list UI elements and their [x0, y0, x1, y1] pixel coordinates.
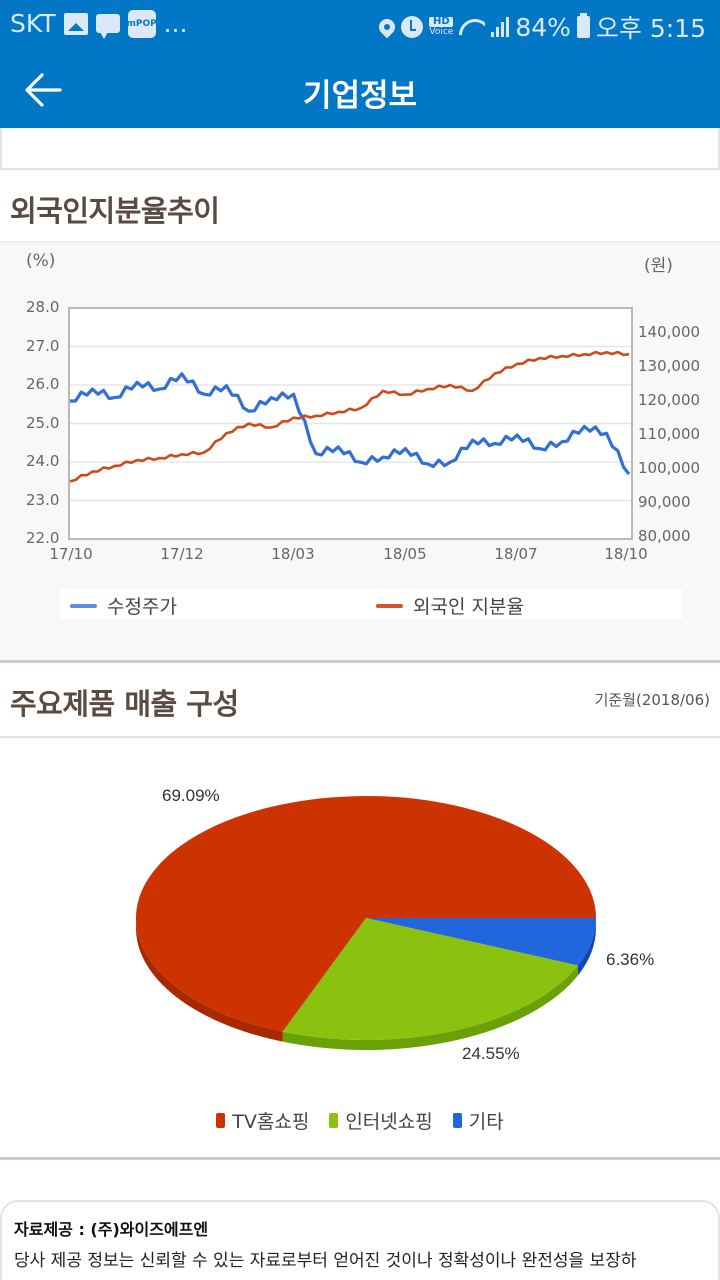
right-axis-unit: (원): [644, 256, 673, 276]
foreign-ownership-header: 외국인지분율추이: [0, 172, 720, 241]
x-axis-tick: 18/05: [383, 545, 427, 563]
right-axis-tick: 80,000: [638, 527, 691, 545]
legend-item-etc: 기타: [452, 1107, 504, 1134]
legend-item-tv-shopping: TV홈쇼핑: [216, 1107, 309, 1134]
pie-label-etc: 6.36%: [606, 950, 655, 969]
left-axis-tick: 23.0: [26, 490, 60, 509]
blank-content-strip: [0, 128, 720, 170]
legend-item-internet-shopping: 인터넷쇼핑: [329, 1107, 433, 1134]
legend-item-price: 수정주가: [70, 592, 177, 619]
image-icon: [63, 12, 88, 35]
location-icon: [376, 15, 399, 39]
clock: 오후 5:15: [595, 14, 706, 43]
right-axis-tick: 140,000: [638, 323, 701, 341]
right-axis-tick: 100,000: [638, 459, 701, 477]
line-plot: [68, 307, 633, 540]
signal-icon: [491, 17, 510, 37]
x-axis-tick: 17/10: [49, 545, 93, 563]
left-axis-tick: 26.0: [26, 375, 60, 393]
pie-plot: [135, 796, 597, 1050]
pie-label-tv: 69.09%: [162, 786, 220, 805]
message-icon: [95, 14, 120, 39]
back-button[interactable]: [22, 68, 66, 112]
carrier-label: SKT: [10, 9, 56, 38]
hd-voice-icon: HD Voice: [429, 16, 454, 37]
status-bar: SKT mPOP ... HD Voice 84% 오후 5:15: [0, 0, 720, 50]
x-axis-tick: 18/10: [604, 545, 648, 563]
sales-composition-header: 주요제품 매출 구성 기준월(2018/06): [0, 665, 720, 736]
battery-percent: 84%: [515, 12, 571, 42]
x-axis-tick: 18/07: [494, 545, 538, 563]
x-axis-tick: 18/03: [271, 545, 315, 563]
left-axis-tick: 24.0: [26, 452, 60, 470]
basis-month: 기준월(2018/06): [594, 691, 710, 709]
right-axis-tick: 120,000: [638, 391, 701, 409]
right-axis-tick: 130,000: [638, 357, 701, 375]
disclaimer-text: 당사 제공 정보는 신뢰할 수 있는 자료로부터 얻어진 것이나 정확성이나 완…: [14, 1251, 637, 1271]
sales-pie-chart: 69.09% 24.55% 6.36% TV홈쇼핑 인터넷쇼핑 기타: [0, 736, 720, 1160]
section-title: 외국인지분율추이: [10, 194, 220, 228]
right-axis-tick: 90,000: [638, 493, 691, 511]
alarm-icon: [401, 16, 424, 38]
legend-item-foreign-ratio: 외국인 지분율: [376, 592, 524, 619]
left-axis-tick: 22.0: [26, 529, 60, 547]
mpop-icon: mPOP: [126, 9, 157, 38]
left-axis-tick: 25.0: [26, 413, 60, 432]
price-swatch: [70, 603, 97, 608]
foreign-ownership-chart: (%) (원) 28.0 27.0 26.0 25.0 24.0 23.0 22.0 140…: [0, 241, 720, 663]
line-chart-legend: 수정주가 외국인 지분율: [60, 589, 682, 619]
x-axis-tick: 17/12: [160, 545, 204, 563]
arrow-left-icon: [25, 73, 62, 107]
internet-shopping-swatch: [329, 1113, 339, 1128]
app-bar: 기업정보: [0, 50, 720, 128]
foreign-ratio-swatch: [376, 603, 403, 608]
more-notifications: ...: [163, 9, 188, 38]
left-axis-tick: 28.0: [26, 298, 60, 316]
pie-label-internet: 24.55%: [462, 1044, 520, 1063]
pie-chart-legend: TV홈쇼핑 인터넷쇼핑 기타: [0, 1107, 720, 1134]
page-title: 기업정보: [302, 78, 418, 114]
data-source: 자료제공 : (주)와이즈에프엔: [14, 1220, 209, 1239]
wifi-icon: [459, 17, 485, 37]
data-source-card: 자료제공 : (주)와이즈에프엔 당사 제공 정보는 신뢰할 수 있는 자료로부…: [0, 1200, 720, 1280]
section-title: 주요제품 매출 구성: [10, 687, 239, 721]
tv-shopping-swatch: [216, 1113, 226, 1128]
left-axis-tick: 27.0: [26, 336, 60, 355]
right-axis-tick: 110,000: [638, 425, 701, 443]
left-axis-unit: (%): [26, 251, 56, 271]
etc-swatch: [452, 1113, 462, 1128]
battery-icon: [576, 13, 590, 38]
